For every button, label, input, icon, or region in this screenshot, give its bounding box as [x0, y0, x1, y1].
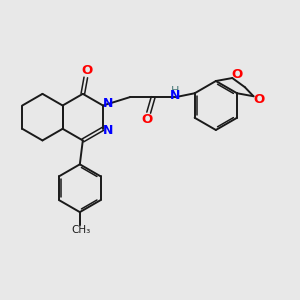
- Text: N: N: [103, 124, 113, 137]
- Text: H: H: [171, 85, 180, 96]
- Text: O: O: [142, 113, 153, 126]
- Text: N: N: [170, 89, 181, 103]
- Text: O: O: [82, 64, 93, 77]
- Text: N: N: [103, 97, 113, 110]
- Text: CH₃: CH₃: [72, 225, 91, 235]
- Text: O: O: [253, 93, 264, 106]
- Text: O: O: [232, 68, 243, 81]
